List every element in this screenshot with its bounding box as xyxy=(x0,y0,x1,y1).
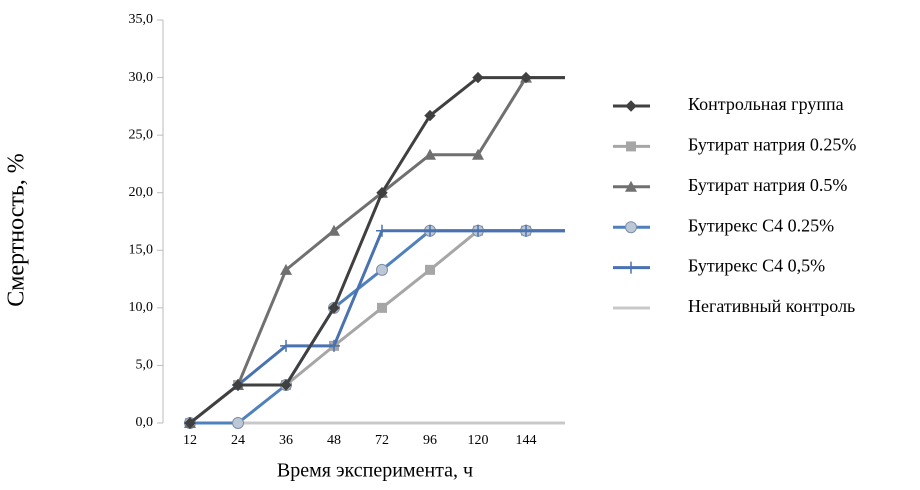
marker xyxy=(280,339,292,352)
y-tick-label: 25,0 xyxy=(129,127,154,142)
x-tick-label: 72 xyxy=(375,433,389,448)
marker xyxy=(184,417,196,429)
marker xyxy=(280,379,292,391)
x-tick-label: 24 xyxy=(231,433,245,448)
x-axis-title: Время эксперимента, ч xyxy=(277,460,473,482)
series-line xyxy=(189,229,565,425)
marker xyxy=(569,225,580,236)
marker xyxy=(472,224,484,237)
marker xyxy=(328,224,340,236)
x-tick-label: 96 xyxy=(423,433,437,448)
y-tick-label: 30,0 xyxy=(129,70,154,85)
marker xyxy=(569,226,579,236)
legend-label: Бутирекс С4 0,5% xyxy=(688,256,825,276)
marker xyxy=(376,224,388,237)
y-tick-label: 10,0 xyxy=(129,300,154,315)
marker xyxy=(625,180,637,192)
marker xyxy=(280,263,292,275)
x-tick-label: 12 xyxy=(183,433,197,448)
legend-label: Негативный контроль xyxy=(688,296,855,316)
marker xyxy=(328,339,340,352)
x-tick-label: 120 xyxy=(468,433,489,448)
marker xyxy=(625,100,637,112)
series-line xyxy=(189,229,565,425)
x-tick-label: 48 xyxy=(327,433,341,448)
x-tick-label: 144 xyxy=(516,433,537,448)
marker xyxy=(569,73,579,83)
marker xyxy=(424,148,436,160)
legend-label: Контрольная группа xyxy=(688,94,844,114)
legend-label: Бутират натрия 0.5% xyxy=(688,175,847,195)
marker xyxy=(328,302,340,314)
marker xyxy=(424,224,436,237)
legend-label: Бутират натрия 0.25% xyxy=(688,135,856,155)
marker xyxy=(520,224,532,237)
y-tick-label: 35,0 xyxy=(129,12,154,27)
y-tick-label: 15,0 xyxy=(129,243,154,258)
y-axis-title: Смертность, % xyxy=(4,153,30,307)
plot-area xyxy=(184,71,580,429)
series-line xyxy=(189,76,565,425)
marker xyxy=(232,379,244,391)
series-line xyxy=(189,76,565,425)
marker xyxy=(568,72,580,83)
y-tick-label: 0,0 xyxy=(136,415,154,430)
marker xyxy=(376,187,388,199)
marker xyxy=(626,141,636,152)
marker xyxy=(232,417,244,429)
marker xyxy=(625,221,637,234)
marker xyxy=(625,261,637,274)
series-line xyxy=(190,229,565,425)
y-tick-label: 5,0 xyxy=(136,358,154,373)
x-tick-label: 36 xyxy=(279,433,293,448)
marker xyxy=(424,109,436,122)
marker xyxy=(472,148,484,160)
legend-label: Бутирекс С4 0.25% xyxy=(688,215,834,235)
marker xyxy=(377,302,387,313)
y-tick-label: 20,0 xyxy=(129,185,154,200)
marker xyxy=(472,71,484,84)
marker xyxy=(568,225,580,237)
marker xyxy=(425,264,435,275)
marker xyxy=(520,71,532,84)
marker xyxy=(376,263,388,276)
